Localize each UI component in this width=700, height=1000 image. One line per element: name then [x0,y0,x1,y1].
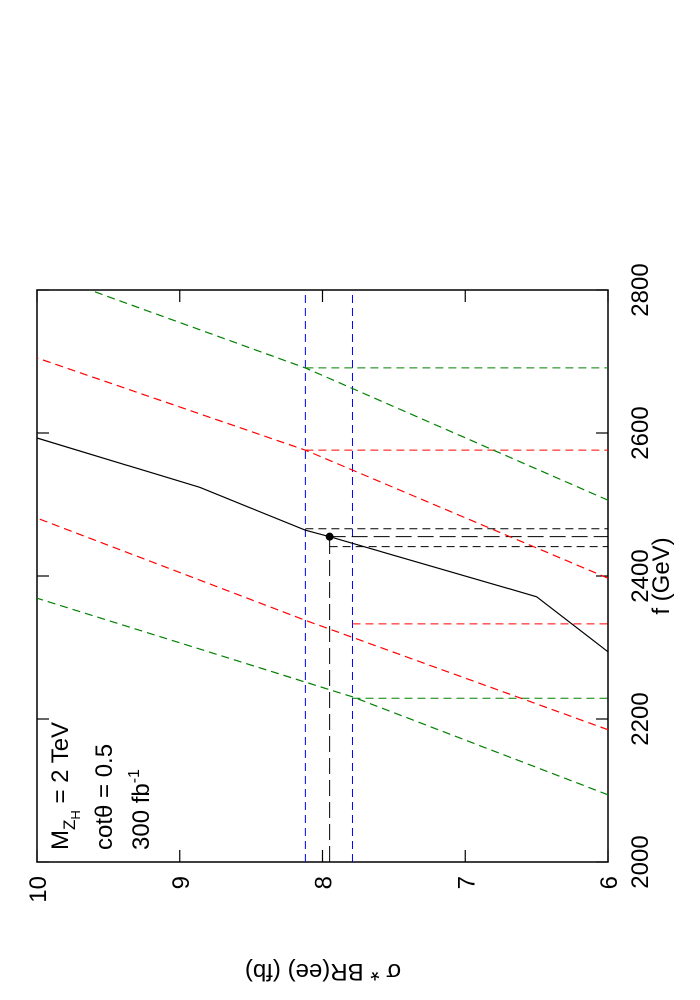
annotation-lumi: 300 fb-1 [126,769,155,850]
point [325,532,334,541]
annotation-subsub: H [68,810,83,819]
annotation-sup: -1 [126,769,143,783]
y-tick-label: 8 [311,876,338,889]
annotation-text: M [47,830,74,850]
y-tick-label: 9 [168,876,195,889]
series-line [36,357,609,579]
annotation-text: 300 fb [128,783,155,850]
series-line [36,597,609,796]
plot-frame [36,289,609,863]
y-tick-label: 10 [25,876,52,903]
x-tick-label: 2000 [627,835,654,888]
x-tick-label: 2200 [627,692,654,745]
annotation-mass: MZH = 2 TeV [47,722,83,850]
x-tick-label: 2800 [627,263,654,316]
annotation-cot: cotθ = 0.5 [91,744,118,850]
series-line [89,289,609,501]
x-axis-title: f (GeV) [648,537,675,614]
rotated-plot: f (GeV) σ * BR(ee) (fb) MZH = 2 TeV cotθ… [25,263,675,985]
annotation-sub: Z [60,820,79,830]
y-tick-label: 7 [453,876,480,889]
annotation-text: = 2 TeV [47,722,74,810]
y-tick-label: 6 [596,876,623,889]
series-line [36,517,609,731]
x-tick-label: 2400 [627,549,654,602]
y-axis-title: σ * BR(ee) (fb) [245,958,401,985]
x-tick-label: 2600 [627,406,654,459]
series-line [36,437,609,653]
